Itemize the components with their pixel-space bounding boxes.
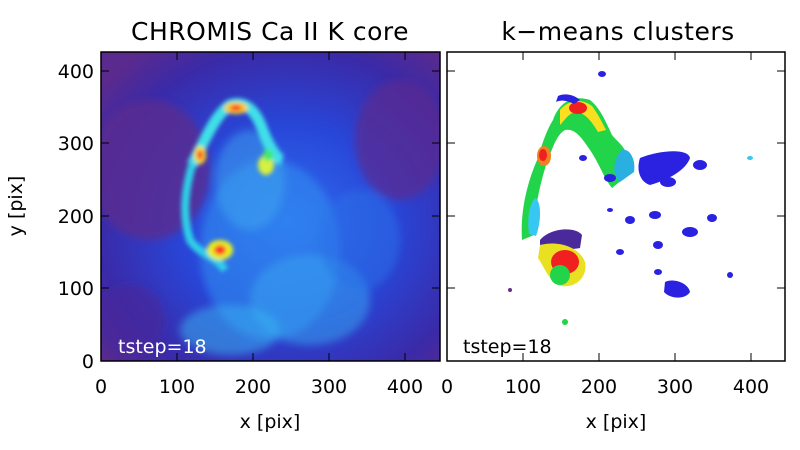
left-panel-title: CHROMIS Ca II K core [131,17,409,46]
left-y-tick-label: 100 [58,278,94,300]
right-x-tick-label: 200 [581,376,617,398]
left-y-tick-label: 400 [58,61,94,83]
left-x-tick-label: 300 [311,376,347,398]
ca-ii-k-core-image [101,52,440,361]
left-plot-frame [100,51,441,362]
left-x-tick-label: 200 [235,376,271,398]
right-axis-ticks [446,52,785,361]
left-x-tick-label: 400 [387,376,423,398]
left-tstep-label: tstep=18 [118,336,207,358]
left-axis-ticks [100,52,440,362]
right-x-tick-label: 100 [505,376,541,398]
right-x-tick-label: 300 [657,376,693,398]
right-x-tick-label: 400 [733,376,769,398]
left-y-tick-label: 300 [58,133,94,155]
right-x-axis-label: x [pix] [586,411,647,433]
left-x-tick-label: 100 [159,376,195,398]
right-x-tick-label: 0 [441,376,453,398]
left-y-tick-label: 200 [58,206,94,228]
right-tstep-label: tstep=18 [463,336,552,358]
right-plot-frame [446,51,786,362]
left-x-axis-label: x [pix] [240,411,301,433]
left-x-tick-label: 0 [95,376,107,398]
y-axis-label: y [pix] [5,176,27,237]
left-y-tick-label: 0 [82,351,94,373]
right-panel-title: k−means clusters [501,17,734,46]
k-means-clusters-image [447,52,785,361]
